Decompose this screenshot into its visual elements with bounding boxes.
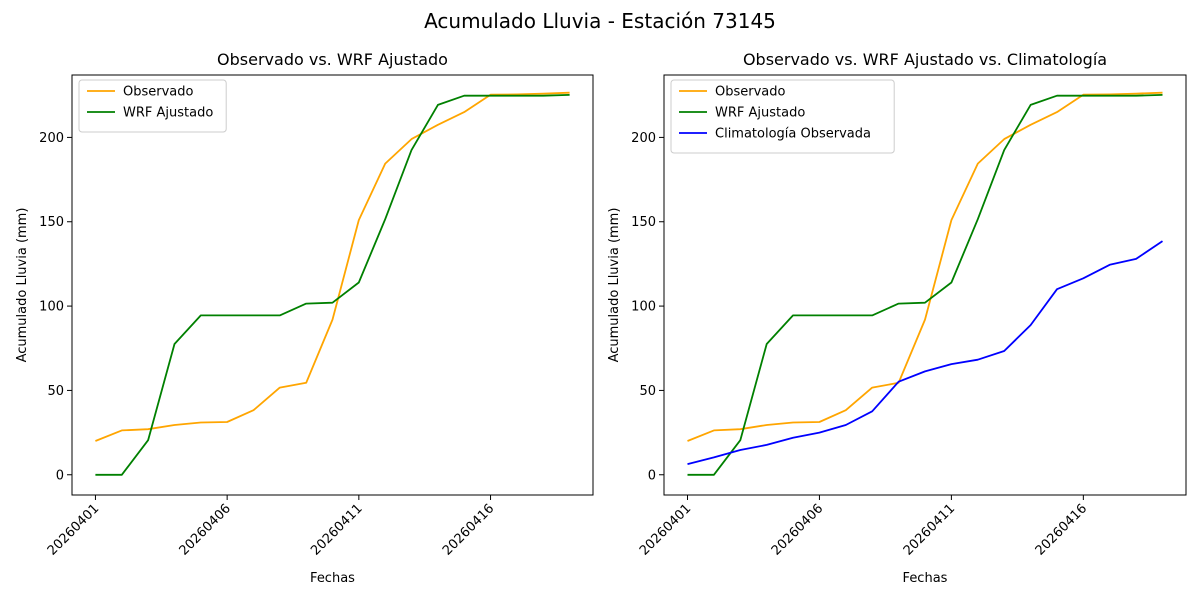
x-tick-label: 20260406 — [769, 501, 826, 558]
y-tick-label: 100 — [39, 300, 64, 315]
subplot-title: Observado vs. WRF Ajustado — [217, 50, 448, 69]
y-tick-label: 200 — [631, 131, 656, 146]
subplot-title: Observado vs. WRF Ajustado vs. Climatolo… — [743, 50, 1107, 69]
x-axis-label: Fechas — [903, 571, 948, 586]
legend-label: Observado — [123, 85, 194, 100]
x-tick-label: 20260401 — [637, 501, 694, 558]
y-tick-label: 0 — [648, 468, 656, 483]
subplot-left: Observado vs. WRF Ajustado 0 50 100 150 200 20… — [15, 50, 594, 586]
y-tick-label: 50 — [47, 384, 64, 399]
y-tick-label: 150 — [631, 215, 656, 230]
axes-frame — [71, 74, 594, 496]
x-tick-label: 20260416 — [1033, 501, 1090, 558]
series-line-observado — [687, 91, 1163, 442]
y-axis-label: Acumulado Lluvia (mm) — [15, 208, 30, 363]
x-axis-label: Fechas — [310, 571, 355, 586]
legend-label: WRF Ajustado — [123, 106, 213, 121]
series-line-climatolog-a-observada — [687, 240, 1164, 465]
figure-suptitle: Acumulado Lluvia - Estación 73145 — [424, 9, 776, 33]
y-tick-label: 150 — [39, 215, 64, 230]
x-tick-label: 20260401 — [45, 501, 102, 558]
y-tick-label: 100 — [631, 300, 656, 315]
series-line-wrf-ajustado — [687, 94, 1163, 476]
legend-label: WRF Ajustado — [715, 106, 805, 121]
x-tick-label: 20260406 — [177, 501, 234, 558]
y-tick-label: 50 — [639, 384, 656, 399]
y-tick-label: 0 — [56, 468, 64, 483]
subplot-right: Observado vs. WRF Ajustado vs. Climatolo… — [607, 50, 1187, 586]
legend: Observado WRF Ajustado Climatología Observ… — [670, 79, 895, 154]
y-axis-label: Acumulado Lluvia (mm) — [607, 208, 622, 363]
series-line-observado — [95, 91, 570, 442]
legend: Observado WRF Ajustado — [78, 79, 227, 133]
legend-frame — [670, 79, 895, 154]
x-tick-label: 20260411 — [901, 501, 958, 558]
legend-frame — [78, 79, 227, 133]
x-tick-label: 20260411 — [308, 501, 365, 558]
legend-label: Climatología Observada — [715, 127, 871, 142]
axes-frame — [663, 74, 1187, 496]
y-tick-label: 200 — [39, 131, 64, 146]
series-line-wrf-ajustado — [95, 94, 570, 476]
legend-label: Observado — [715, 85, 786, 100]
x-tick-label: 20260416 — [440, 501, 497, 558]
